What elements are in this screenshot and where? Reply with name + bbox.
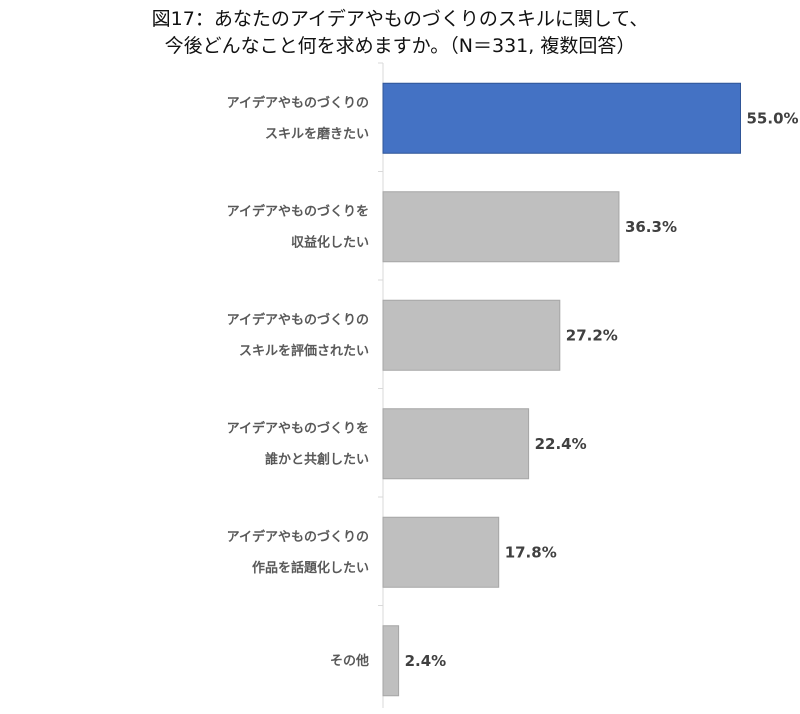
bars-layer — [382, 82, 741, 697]
chart-title-line-1: 図17：あなたのアイデアやものづくりのスキルに関して、 — [151, 8, 649, 30]
value-label-2: 36.3% — [625, 218, 677, 236]
labels-layer: 55.0%アイデアやものづくりのスキルを磨きたい36.3%アイデアやものづくりを… — [227, 95, 799, 670]
category-label-line: アイデアやものづくりを — [227, 420, 369, 436]
category-label-1: アイデアやものづくりのスキルを磨きたい — [227, 95, 369, 142]
category-label-6: その他 — [330, 653, 369, 669]
category-label-line: アイデアやものづくりの — [227, 95, 369, 111]
value-label-1: 55.0% — [747, 109, 799, 127]
bar-3 — [382, 299, 561, 371]
bar-5 — [382, 516, 500, 588]
chart-title: 図17：あなたのアイデアやものづくりのスキルに関して、 今後どんなこと何を求めま… — [0, 6, 800, 60]
value-label-4: 22.4% — [535, 435, 587, 453]
category-label-5: アイデアやものづくりの作品を話題化したい — [227, 529, 369, 576]
chart-title-line-2: 今後どんなこと何を求めますか。（N＝331, 複数回答） — [164, 35, 636, 57]
bar-1 — [382, 82, 741, 154]
bar-4 — [382, 408, 530, 480]
value-label-3: 27.2% — [566, 326, 618, 344]
category-label-3: アイデアやものづくりのスキルを評価されたい — [227, 312, 369, 359]
category-label-2: アイデアやものづくりを収益化したい — [227, 203, 369, 250]
category-label-line: アイデアやものづくりの — [227, 312, 369, 328]
axis-layer — [378, 62, 384, 708]
category-label-line: 作品を話題化したい — [252, 560, 369, 576]
category-label-line: 収益化したい — [291, 234, 369, 250]
category-label-line: スキルを評価されたい — [239, 343, 369, 359]
category-label-line: その他 — [330, 653, 369, 669]
bar-6 — [382, 625, 400, 697]
category-label-line: アイデアやものづくりの — [227, 529, 369, 545]
value-label-6: 2.4% — [405, 652, 447, 670]
value-label-5: 17.8% — [505, 543, 557, 561]
bar-2 — [382, 191, 620, 263]
category-label-4: アイデアやものづくりを誰かと共創したい — [227, 420, 369, 467]
category-label-line: 誰かと共創したい — [265, 451, 369, 467]
category-label-line: アイデアやものづくりを — [227, 203, 369, 219]
category-label-line: スキルを磨きたい — [265, 126, 369, 142]
